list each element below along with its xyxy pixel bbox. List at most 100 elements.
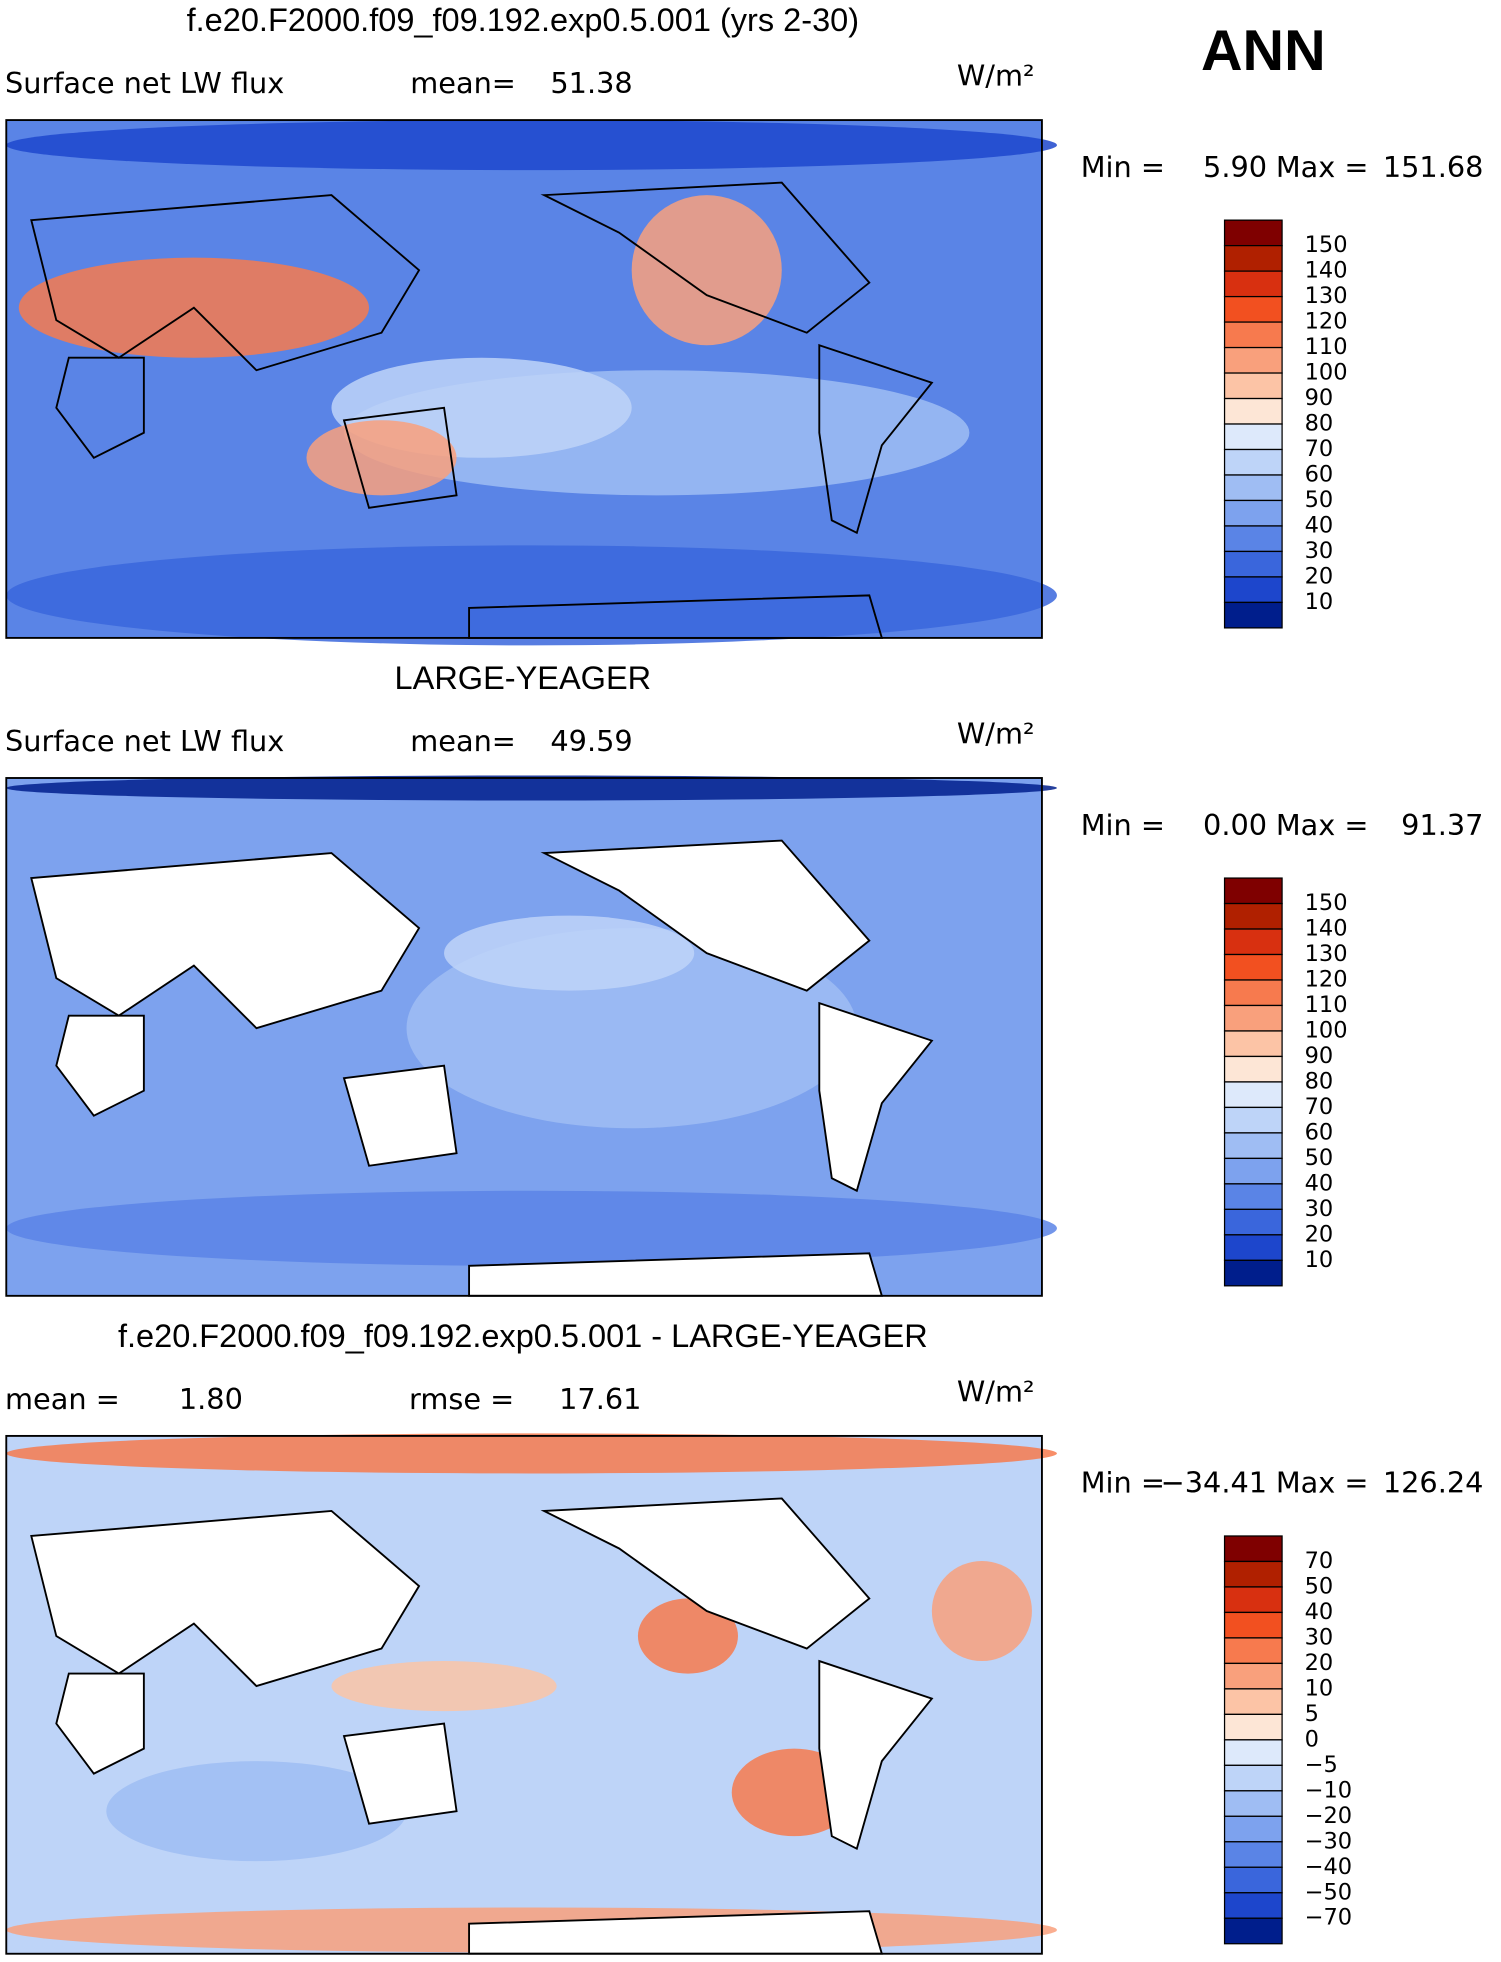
colorbar-box (1223, 576, 1283, 604)
colorbar-box (1223, 1259, 1283, 1287)
colorbar-label: 10 (1305, 589, 1334, 615)
colorbar-box (1223, 1586, 1283, 1614)
stat-label: rmse = (409, 1382, 514, 1416)
panel: LARGE-YEAGER Surface net LW flux mean= 49.5… (5, 660, 1483, 1297)
colorbar-label: −5 (1305, 1752, 1338, 1778)
max-value: 91.37 (1401, 808, 1483, 842)
units: W/m² (957, 716, 1035, 750)
colorbar-box (1223, 1208, 1283, 1236)
map-field (6, 120, 1057, 171)
colorbar-box (1223, 902, 1283, 930)
map-field (6, 1433, 1057, 1474)
min-value: −34.41 (1161, 1466, 1267, 1500)
map (5, 775, 1057, 1297)
colorbar-box (1223, 372, 1283, 400)
map-frame (5, 777, 1043, 1297)
colorbar-label: 20 (1305, 563, 1334, 589)
variable-label: Surface net LW flux (5, 724, 284, 758)
map-field (631, 195, 782, 346)
colorbar-label: 150 (1305, 890, 1348, 916)
colorbar-label: 120 (1305, 966, 1348, 992)
colorbar-label: 110 (1305, 334, 1348, 360)
colorbar-box (1223, 423, 1283, 451)
coastline (55, 1672, 145, 1775)
stat-value: 49.59 (550, 724, 632, 758)
colorbar-label: 30 (1305, 1624, 1334, 1650)
colorbar-box (1223, 953, 1283, 981)
colorbar-box (1223, 1917, 1283, 1945)
colorbar-box (1223, 601, 1283, 629)
colorbar-label: −70 (1305, 1905, 1352, 1931)
map-field (306, 420, 457, 496)
colorbar-box (1223, 1688, 1283, 1715)
colorbar-label: 70 (1305, 436, 1334, 462)
coastline (818, 343, 934, 535)
panel-title: f.e20.F2000.f09_f09.192.exp0.5.001 (yrs … (187, 2, 859, 38)
colorbar-box (1223, 321, 1283, 349)
colorbar-box (1223, 1713, 1283, 1741)
min-value: 5.90 (1203, 150, 1267, 184)
colorbar-label: 30 (1305, 538, 1334, 564)
colorbar-label: 140 (1305, 258, 1348, 284)
units: W/m² (957, 1374, 1035, 1408)
colorbar-label: 60 (1305, 1119, 1334, 1145)
colorbar-box (1223, 346, 1283, 374)
colorbar-box (1223, 244, 1283, 272)
colorbar-label: 60 (1305, 461, 1334, 487)
colorbar-label: 150 (1305, 232, 1348, 258)
coastline (30, 1509, 421, 1688)
max-label: Max = (1276, 1466, 1369, 1500)
colorbar-label: 100 (1305, 1017, 1348, 1043)
stat-label: mean= (410, 66, 516, 100)
map-field (637, 1598, 738, 1674)
map (5, 1433, 1057, 1955)
map-field (106, 1761, 407, 1862)
colorbar-box (1223, 1106, 1283, 1134)
map-field (331, 1661, 557, 1712)
stat-label: mean = (5, 1382, 120, 1416)
colorbar-box (1223, 1841, 1283, 1868)
colorbar-label: 50 (1305, 1573, 1334, 1599)
coastline (55, 1014, 145, 1117)
colorbar-label: 90 (1305, 1043, 1334, 1069)
colorbar-box (1223, 1764, 1283, 1792)
coastline (30, 852, 421, 1030)
colorbar-label: 70 (1305, 1548, 1334, 1574)
colorbar-label: 30 (1305, 1196, 1334, 1222)
colorbar-box (1223, 1157, 1283, 1185)
min-label: Min = (1081, 1466, 1165, 1500)
colorbar-label: 20 (1305, 1650, 1334, 1676)
colorbar-box (1223, 1004, 1283, 1032)
colorbar-label: 50 (1305, 487, 1334, 513)
colorbar-box (1223, 270, 1283, 298)
max-value: 126.24 (1383, 1466, 1484, 1500)
colorbar-box (1223, 1535, 1283, 1563)
colorbar-label: 40 (1305, 1170, 1334, 1196)
stat-value: 51.38 (550, 66, 632, 100)
colorbar-label: −10 (1305, 1777, 1352, 1803)
map-field (6, 775, 1057, 801)
colorbar-label: 130 (1305, 283, 1348, 309)
colorbar-label: −30 (1305, 1828, 1352, 1854)
colorbar-box (1223, 1790, 1283, 1817)
colorbar-box (1223, 1055, 1283, 1083)
colorbar-box (1223, 1560, 1283, 1588)
colorbar-label: 140 (1305, 916, 1348, 942)
colorbar-label: 0 (1305, 1726, 1319, 1752)
min-value: 0.00 (1203, 808, 1267, 842)
colorbar-box (1223, 1892, 1283, 1919)
colorbar-box (1223, 1611, 1283, 1639)
colorbar-box (1223, 877, 1283, 905)
colorbar-label: 110 (1305, 992, 1348, 1018)
variable-label: Surface net LW flux (5, 66, 284, 100)
colorbar-box (1223, 1234, 1283, 1261)
colorbar-box (1223, 1662, 1283, 1690)
colorbar-label: −50 (1305, 1879, 1352, 1905)
colorbar-label: 5 (1305, 1701, 1319, 1727)
colorbar-box (1223, 1030, 1283, 1058)
colorbar-label: 20 (1305, 1221, 1334, 1247)
min-label: Min = (1081, 150, 1165, 184)
colorbar-box (1223, 1866, 1283, 1894)
map-field (444, 915, 695, 991)
